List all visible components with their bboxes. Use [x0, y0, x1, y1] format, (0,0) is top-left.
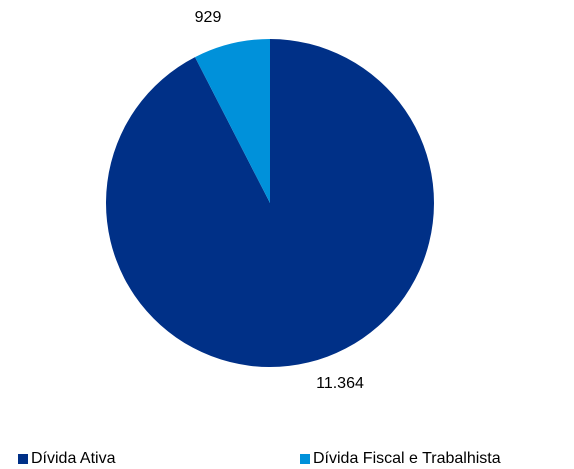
legend-label: Dívida Ativa	[31, 450, 116, 467]
legend-item-divida-fiscal-trabalhista: Dívida Fiscal e Trabalhista	[300, 449, 501, 469]
legend-item-divida-ativa: Dívida Ativa	[18, 449, 115, 469]
pie-chart: 11.364 929	[105, 9, 434, 392]
legend-swatch	[300, 454, 310, 464]
legend-label: Dívida Fiscal e Trabalhista	[313, 450, 501, 467]
data-label-divida-ativa: 11.364	[316, 375, 364, 392]
data-label-divida-fiscal-trabalhista: 929	[195, 9, 222, 26]
pie-slice-divida-fiscal-trabalhista	[195, 39, 270, 203]
legend-swatch	[18, 454, 28, 464]
